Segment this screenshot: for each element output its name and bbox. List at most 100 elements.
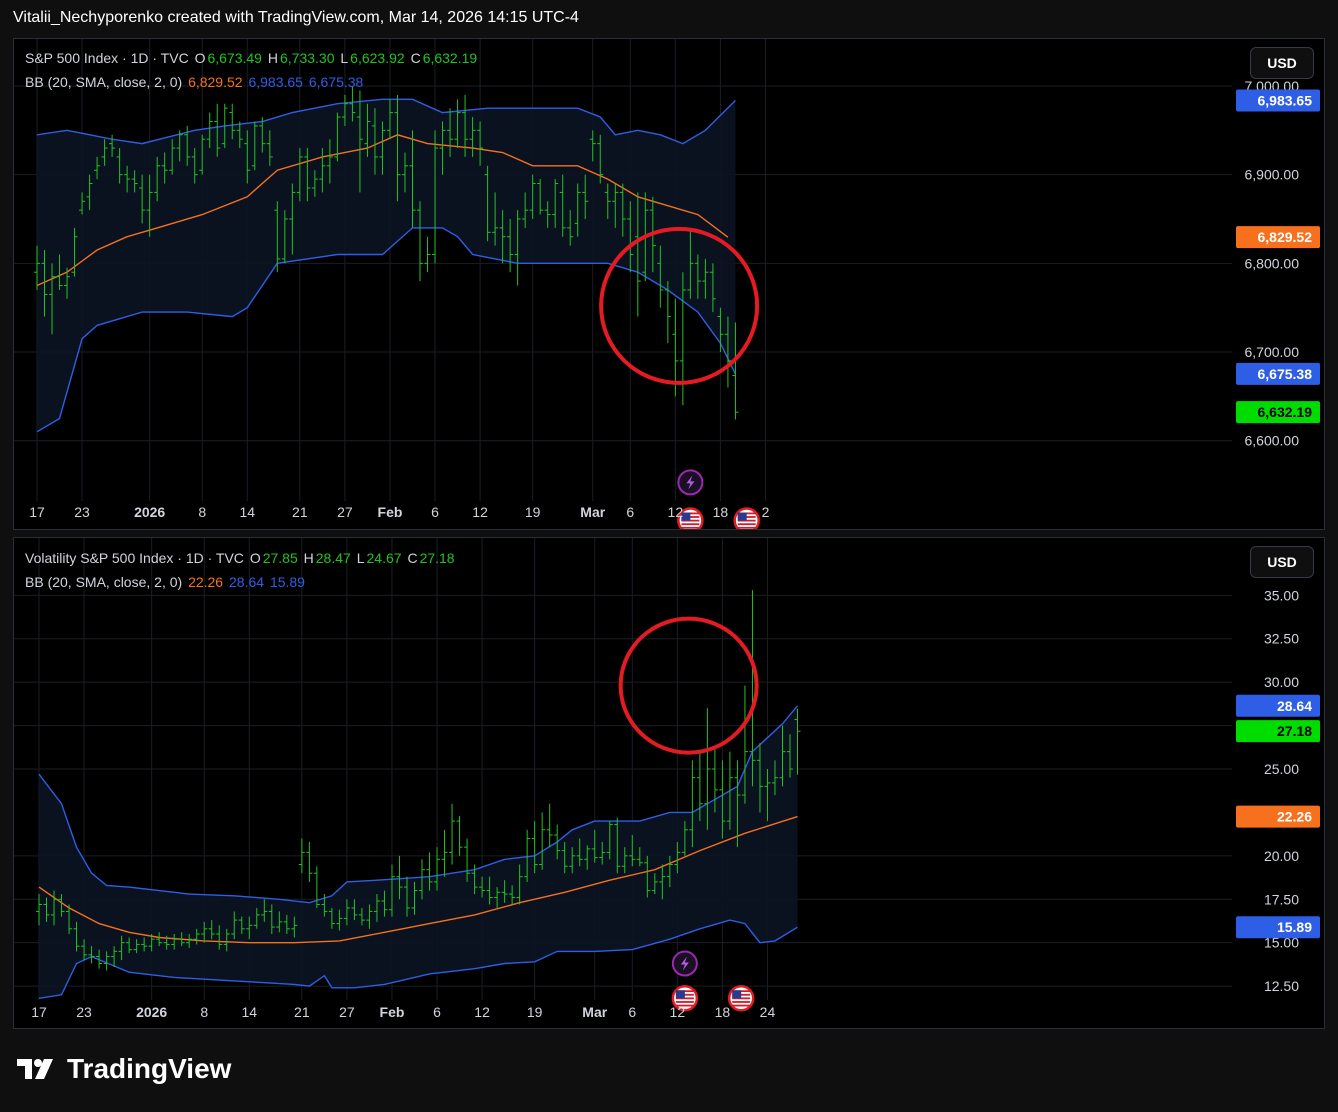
ohlc-bar [86,174,93,211]
ohlc-bar [426,852,433,891]
price-tag: 6,632.19 [1236,401,1320,424]
ohlc-bar [499,210,506,264]
ohlc-bar [111,946,118,967]
price-tag-label: 28.64 [1277,698,1312,714]
ohlc-bar [176,130,183,162]
ohlc-bar [364,103,371,157]
spx-symbol-title: S&P 500 Index · 1D · TVC [25,50,189,66]
ohlc-bar [524,829,531,882]
price-tag-background [1236,89,1320,112]
spx-chart-pane[interactable]: 7,000.00 6,900.00 6,800.00 6,700.00 6,600.00… [13,38,1325,530]
time-axis-tick-label: 21 [294,1004,310,1020]
ohlc-bar [321,894,328,917]
time-axis-tick-label: 27 [339,1004,355,1020]
bb-lower-line [38,919,798,999]
price-tag-background [1236,916,1320,939]
ohlc-bar [439,121,446,175]
ohlc-bar [79,192,86,215]
price-tag-background [1236,805,1320,828]
flag-icon-stripe [732,1001,751,1003]
ohlc-bar [291,916,298,938]
price-tag-label: 6,829.52 [1258,229,1313,245]
ohlc-bar [366,904,373,929]
ohlc-bar [567,210,574,246]
ohlc-bar [259,117,266,153]
ohlc-bar [711,748,718,813]
ohlc-bar [614,817,621,874]
ohlc-bar [171,934,178,950]
ohlc-bar [687,227,694,299]
time-axis-tick-label: 17 [31,1004,47,1020]
spx-currency-button[interactable]: USD [1250,47,1314,79]
vix-open-value: 27.85 [262,550,298,566]
ohlc-bar [514,210,521,286]
vix-currency-button[interactable]: USD [1250,546,1314,578]
ohlc-bar [193,928,200,945]
price-tag-label: 6,632.19 [1258,404,1313,420]
flag-icon-stripe [737,519,756,522]
flag-icon-stripe [737,523,756,526]
price-axis-tick-label: 6,900.00 [1245,167,1300,183]
bollinger-band-fill [37,99,736,432]
ohlc-bar [186,934,193,948]
ohlc-bar [96,949,103,969]
ohlc-bar [672,298,679,397]
ohlc-bar [58,894,65,917]
time-axis-tick-label: 19 [527,1004,543,1020]
price-tag-background [1236,720,1320,743]
price-tag: 22.26 [1236,805,1320,828]
ohlc-bar [358,907,365,926]
vix-chart-pane[interactable]: 35.0032.5030.0027.5025.0020.0017.5015.00… [13,537,1325,1029]
ohlc-bar [492,192,499,246]
flag-icon-stripe [681,526,700,529]
ohlc-bar [396,855,403,900]
price-tag-label: 27.18 [1277,723,1312,739]
ohlc-bar [484,165,491,242]
vix-bb-upper: 28.64 [229,574,265,590]
ohlc-bar [274,201,281,273]
ohlc-bar [447,108,454,157]
spx-chart-canvas[interactable]: 7,000.006,900.006,800.006,700.006,600.00… [14,39,1324,529]
time-axis-tick-label: 12 [668,504,684,520]
price-tag: 15.89 [1236,916,1320,939]
ohlc-bar [371,108,378,175]
vix-title-legend: Volatility S&P 500 Index · 1D · TVC O 27.… [25,550,457,566]
ohlc-bar [124,165,131,193]
ohlc-bar [619,183,626,237]
annotation-circle [599,226,760,385]
time-axis-tick-label: 19 [525,504,541,520]
ohlc-bar [456,815,463,856]
us-flag-event-icon [733,507,760,529]
flag-icon-stripe [732,997,751,1000]
ohlc-bar [311,170,318,197]
price-tag-background [1236,226,1320,249]
ohlc-bar [298,838,305,874]
ohlc-bar [313,866,320,908]
ohlc-bar [589,130,596,162]
bb-lower-line [36,227,737,433]
vix-low-label: L [356,550,365,566]
ohlc-bar [81,939,88,961]
time-axis-tick-label: 14 [241,1004,257,1020]
time-axis-tick-label: 12 [472,504,488,520]
spx-close-label: C [410,50,421,66]
price-axis-tick-label: 30.00 [1264,674,1299,690]
ohlc-bar [229,103,236,140]
price-tag-label: 6,675.38 [1258,366,1313,382]
vix-chart-canvas[interactable]: 35.0032.5030.0027.5025.0020.0017.5015.00… [14,538,1324,1028]
time-axis-tick-label: 14 [239,504,255,520]
ohlc-bar [501,880,508,903]
ohlc-bar [651,873,658,895]
ohlc-bar [199,134,206,175]
time-axis-tick-label: 27 [337,504,353,520]
ohlc-bar [131,170,138,193]
ohlc-bar [296,148,303,202]
ohlc-bar [702,258,709,299]
price-axis-tick-label: 17.50 [1264,891,1299,907]
ohlc-bar [373,894,380,922]
spx-close-value: 6,632.19 [422,50,478,66]
ohlc-bar [606,821,613,860]
ohlc-bar [184,125,191,166]
ohlc-bar [73,921,80,952]
ohlc-bar [283,914,290,934]
